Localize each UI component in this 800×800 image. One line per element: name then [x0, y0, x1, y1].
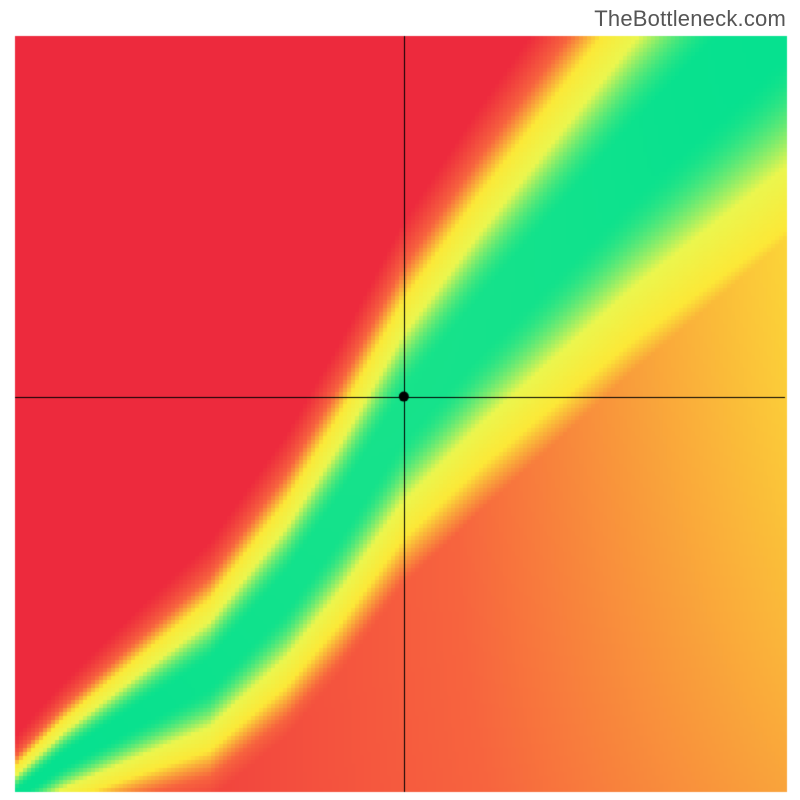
heatmap-canvas [0, 0, 800, 800]
chart-container: TheBottleneck.com [0, 0, 800, 800]
watermark-text: TheBottleneck.com [594, 6, 786, 32]
